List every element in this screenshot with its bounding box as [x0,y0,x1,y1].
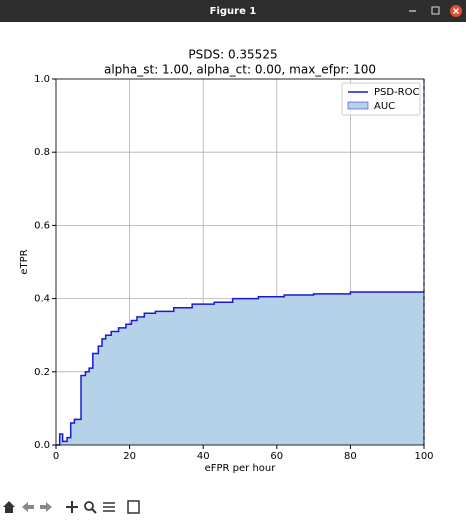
close-icon [453,8,459,14]
legend-patch [347,101,369,110]
roc-line [56,291,424,446]
y-tick-label: 1.0 [34,74,50,85]
x-tick-label: 60 [270,451,283,462]
legend-label: PSD-ROC [374,87,420,98]
maximize-button[interactable] [431,6,440,15]
configure-button[interactable] [103,502,115,512]
y-tick-label: 0.0 [34,440,50,451]
y-tick-label: 0.2 [34,367,50,378]
chart-title: PSDS: 0.35525 [188,48,277,62]
home-button[interactable] [3,501,15,513]
x-tick-label: 100 [414,451,433,462]
y-axis-label: eTPR [19,249,30,274]
auc-area [56,292,424,445]
x-tick-label: 40 [197,451,210,462]
title-bar [0,0,466,22]
forward-button[interactable] [40,502,52,512]
toolbar [3,500,140,514]
x-tick-label: 0 [53,451,59,462]
y-tick-label: 0.8 [34,147,50,158]
zoom-button[interactable] [84,501,94,511]
x-tick-label: 80 [344,451,357,462]
pan-button[interactable] [66,501,78,513]
axes-frame [55,78,425,446]
save-button[interactable] [127,500,140,514]
window-title: Figure 1 [210,6,257,17]
zoom-handle [91,508,97,514]
legend-label: AUC [374,101,395,112]
back-button[interactable] [22,502,34,512]
chart-subtitle: alpha_st: 1.00, alpha_ct: 0.00, max_efpr… [104,63,376,77]
y-tick-label: 0.6 [34,220,50,231]
x-axis-label: eFPR per hour [205,463,277,474]
y-tick-label: 0.4 [34,294,50,305]
plot-area: 0 20 40 60 80 100 0.0 0.2 0.4 0.6 0.8 1.0 PSD-ROC AUC [34,74,433,462]
x-tick-label: 20 [123,451,136,462]
